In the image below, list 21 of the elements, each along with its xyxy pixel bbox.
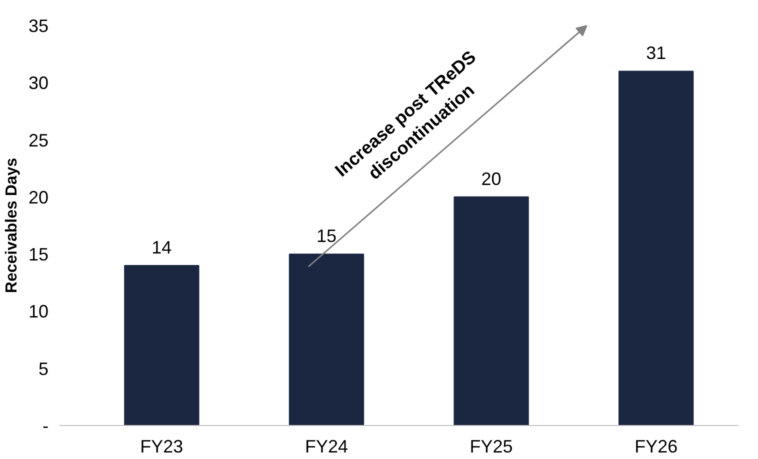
bar	[618, 70, 694, 426]
y-tick-label: 25	[28, 130, 49, 150]
y-tick-label: 35	[28, 16, 49, 36]
x-tick-label: FY24	[304, 436, 348, 456]
y-tick-label: 20	[28, 187, 49, 208]
bar	[124, 265, 200, 426]
y-tick-label: 15	[28, 244, 49, 265]
data-label: 20	[481, 168, 502, 189]
bar	[288, 254, 364, 426]
data-label: 14	[152, 238, 172, 258]
x-tick-label: FY26	[634, 436, 678, 456]
y-axis-title: Receivables Days	[3, 158, 20, 294]
y-tick-label: -	[42, 416, 49, 436]
x-tick-label: FY25	[470, 436, 513, 456]
y-tick-label: 10	[28, 302, 49, 322]
y-tick-label: 30	[28, 73, 49, 94]
bar	[454, 196, 529, 426]
data-label: 15	[316, 226, 337, 246]
data-label: 31	[646, 43, 666, 64]
y-tick-label: 5	[38, 358, 49, 379]
x-tick-label: FY23	[140, 436, 184, 456]
